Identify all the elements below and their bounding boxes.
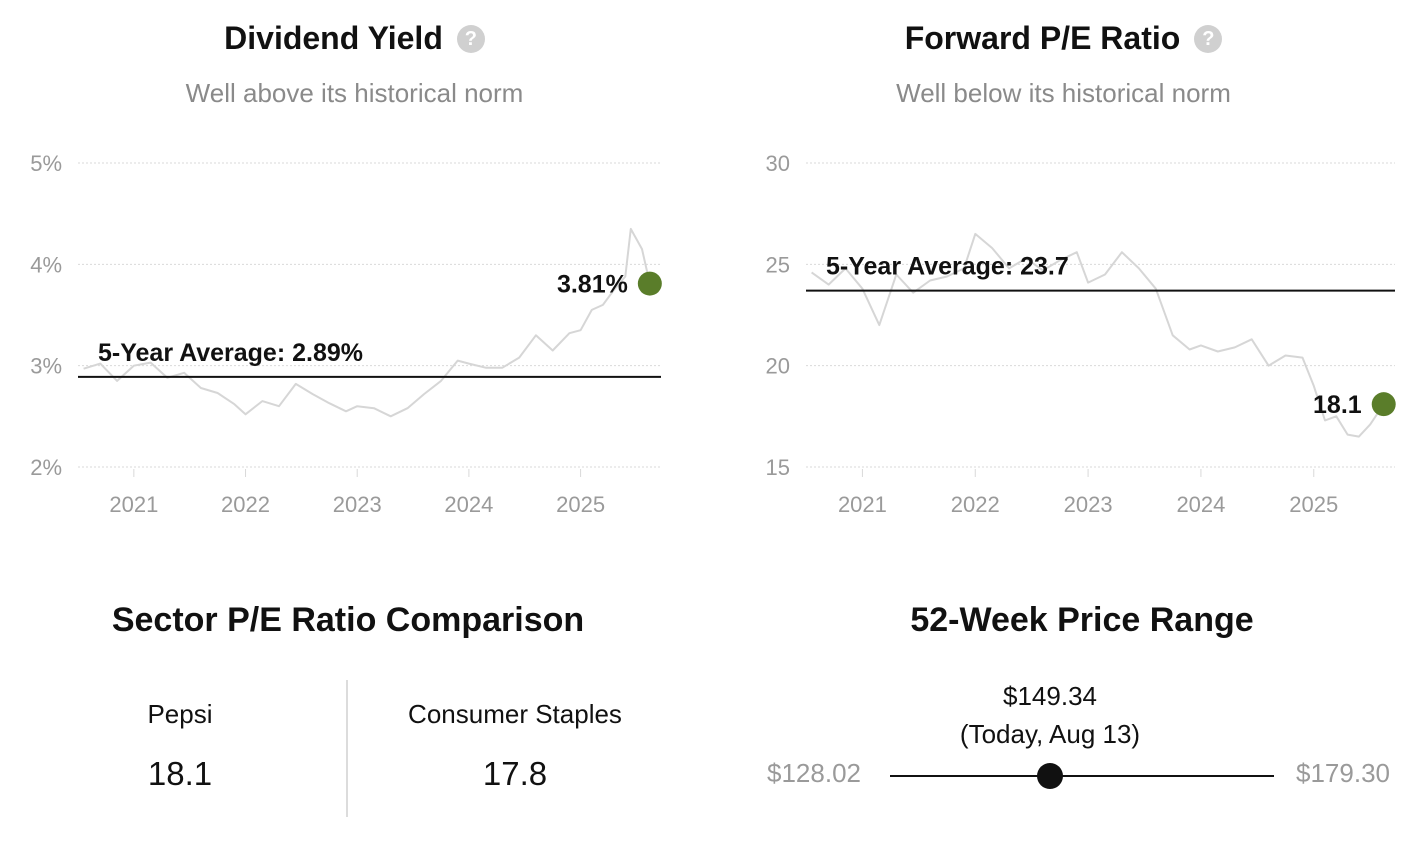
forward-pe-panel: Forward P/E Ratio? Well below its histor… — [709, 0, 1418, 540]
dividend-yield-title: Dividend Yield? — [0, 20, 709, 57]
forward-pe-y-tick-label: 20 — [766, 354, 790, 379]
dividend-yield-x-tick-label: 2021 — [109, 492, 158, 517]
help-icon[interactable]: ? — [1194, 25, 1223, 53]
forward-pe-x-tick-label: 2021 — [838, 492, 887, 517]
dividend-yield-current-marker — [637, 271, 662, 296]
dividend-yield-y-tick-label: 5% — [30, 151, 62, 176]
forward-pe-current-label: 18.1 — [1313, 391, 1362, 419]
dividend-yield-series-line — [83, 227, 651, 418]
price-range-title: 52-Week Price Range — [910, 601, 1254, 639]
dividend-yield-x-tick-label: 2022 — [221, 492, 270, 517]
sector-pe-title: Sector P/E Ratio Comparison — [111, 601, 585, 639]
range-track — [890, 775, 1274, 777]
dividend-yield-current-label: 3.81% — [557, 271, 628, 299]
sector-divider — [346, 680, 348, 817]
dividend-yield-panel: Dividend Yield? Well above its historica… — [0, 0, 709, 540]
dividend-yield-subtitle: Well above its historical norm — [185, 78, 524, 108]
dividend-yield-y-tick-label: 2% — [30, 455, 62, 480]
dividend-yield-x-tick-label: 2025 — [556, 492, 605, 517]
dividend-yield-average-label: 5-Year Average: 2.89% — [98, 339, 363, 367]
forward-pe-y-tick-label: 30 — [766, 151, 790, 176]
forward-pe-y-tick-label: 25 — [766, 252, 790, 277]
range-marker — [1036, 763, 1063, 789]
dividend-yield-x-tick-label: 2024 — [444, 492, 493, 517]
forward-pe-average-label: 5-Year Average: 23.7 — [826, 253, 1069, 281]
forward-pe-x-tick-label: 2022 — [951, 492, 1000, 517]
current-price-label: $149.34 (Today, Aug 13) — [900, 677, 1200, 753]
current-price: $149.34 — [1003, 681, 1097, 711]
sector-left-value: 18.1 — [147, 755, 213, 792]
range-high: $179.30 — [1296, 758, 1390, 788]
dividend-yield-chart: 2% 3% 4% 5% 2021 2022 2023 2024 2025 5-Year Avera… — [30, 151, 662, 517]
forward-pe-title-text: Forward P/E Ratio — [904, 20, 1181, 56]
sector-right-value: 17.8 — [482, 755, 548, 792]
dividend-yield-y-tick-label: 4% — [30, 252, 62, 277]
forward-pe-x-tick-label: 2025 — [1289, 492, 1338, 517]
forward-pe-y-tick-label: 15 — [766, 455, 790, 480]
forward-pe-x-tick-label: 2023 — [1064, 492, 1113, 517]
dividend-yield-y-tick-label: 3% — [30, 354, 62, 379]
sector-left-name: Pepsi — [147, 699, 213, 729]
sector-right-name: Consumer Staples — [408, 699, 622, 729]
dividend-yield-x-tick-label: 2023 — [333, 492, 382, 517]
help-icon[interactable]: ? — [456, 25, 485, 53]
forward-pe-current-marker — [1371, 392, 1396, 417]
dividend-yield-title-text: Dividend Yield — [224, 20, 443, 56]
current-price-date: (Today, Aug 13) — [959, 719, 1141, 749]
forward-pe-title: Forward P/E Ratio? — [709, 20, 1418, 57]
forward-pe-subtitle: Well below its historical norm — [896, 78, 1231, 108]
forward-pe-x-tick-label: 2024 — [1176, 492, 1225, 517]
range-low: $128.02 — [767, 758, 861, 788]
